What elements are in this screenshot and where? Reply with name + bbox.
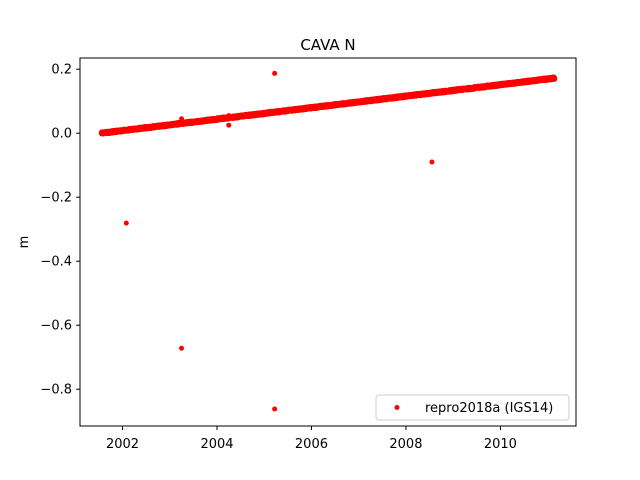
outlier-point <box>179 345 185 351</box>
y-tick-label: 0.0 <box>51 127 72 142</box>
y-axis: 0.2 0.0 −0.2 −0.4 −0.6 −0.8 <box>40 63 80 398</box>
outlier-point <box>179 116 185 122</box>
x-axis: 2002 2004 2006 2008 2010 <box>106 426 517 452</box>
outlier-point <box>226 113 232 119</box>
legend: repro2018a (IGS14) <box>375 394 570 421</box>
legend-marker <box>394 405 400 410</box>
data-points <box>98 70 558 412</box>
y-tick-label: 0.2 <box>51 63 72 78</box>
y-tick-label: −0.2 <box>40 191 72 206</box>
outlier-point <box>401 93 407 99</box>
outlier-point <box>272 70 278 76</box>
y-tick-label: −0.4 <box>40 255 72 270</box>
plot-frame <box>79 57 577 427</box>
outlier-point <box>429 159 435 165</box>
y-axis-label: m <box>17 236 32 249</box>
outlier-point <box>226 122 232 128</box>
x-tick-label: 2004 <box>200 437 233 452</box>
x-tick-label: 2002 <box>106 437 139 452</box>
x-tick-label: 2010 <box>484 437 517 452</box>
data-point <box>552 76 558 82</box>
y-tick-label: −0.8 <box>40 383 72 398</box>
x-tick-label: 2008 <box>389 437 422 452</box>
outlier-point <box>272 406 278 412</box>
y-tick-label: −0.6 <box>40 319 72 334</box>
legend-label: repro2018a (IGS14) <box>425 401 553 416</box>
x-tick-label: 2006 <box>295 437 328 452</box>
chart-title: CAVA N <box>300 36 355 54</box>
outlier-point <box>123 220 129 226</box>
